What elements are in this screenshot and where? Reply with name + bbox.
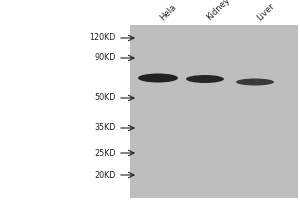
Text: Hela: Hela: [158, 2, 178, 22]
Text: 50KD: 50KD: [94, 94, 116, 102]
Text: 20KD: 20KD: [94, 170, 116, 180]
Ellipse shape: [236, 78, 274, 86]
Text: Kidney: Kidney: [205, 0, 232, 22]
Bar: [130, 25, 298, 198]
Text: 35KD: 35KD: [94, 123, 116, 132]
Text: 120KD: 120KD: [90, 33, 116, 43]
Text: 25KD: 25KD: [94, 148, 116, 158]
Text: 90KD: 90KD: [94, 53, 116, 62]
Text: Liver: Liver: [255, 1, 276, 22]
Ellipse shape: [186, 75, 224, 83]
Ellipse shape: [138, 73, 178, 82]
